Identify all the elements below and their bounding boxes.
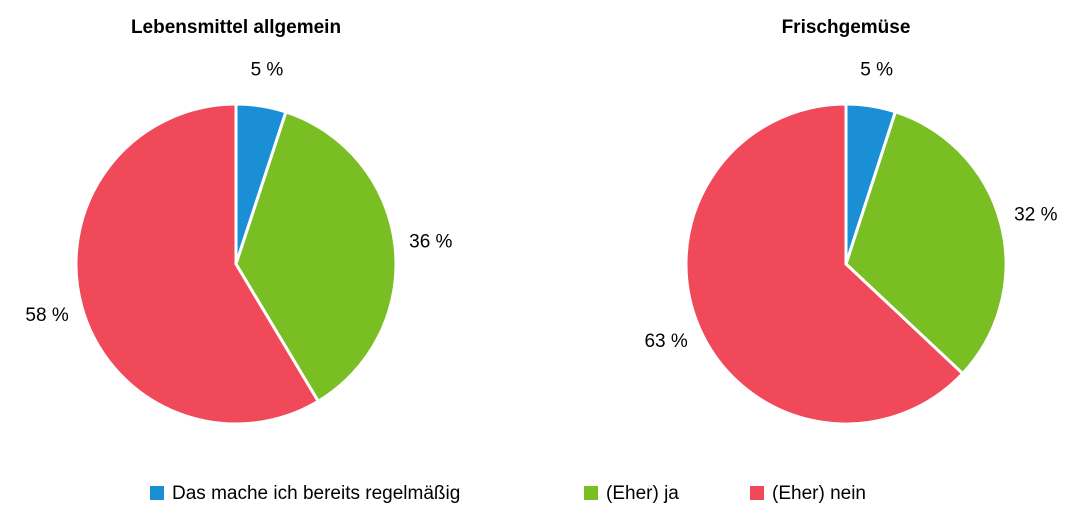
pie-slice bbox=[74, 102, 321, 426]
data-label: 36 % bbox=[409, 231, 452, 252]
data-label: 32 % bbox=[1014, 204, 1057, 225]
legend-swatch bbox=[584, 486, 598, 500]
data-label: 5 % bbox=[251, 59, 284, 80]
legend-label: Das mache ich bereits regelmäßig bbox=[172, 483, 460, 504]
data-label: 63 % bbox=[644, 331, 687, 352]
pie-slice bbox=[684, 102, 965, 426]
data-label: 58 % bbox=[25, 305, 68, 326]
data-label: 5 % bbox=[860, 59, 893, 80]
chart-title: Frischgemüse bbox=[782, 17, 911, 38]
pie-slice bbox=[844, 109, 1008, 376]
legend-swatch bbox=[750, 486, 764, 500]
legend-label: (Eher) ja bbox=[606, 483, 679, 504]
chart-title: Lebensmittel allgemein bbox=[131, 17, 341, 38]
legend-swatch bbox=[150, 486, 164, 500]
legend-label: (Eher) nein bbox=[772, 483, 866, 504]
